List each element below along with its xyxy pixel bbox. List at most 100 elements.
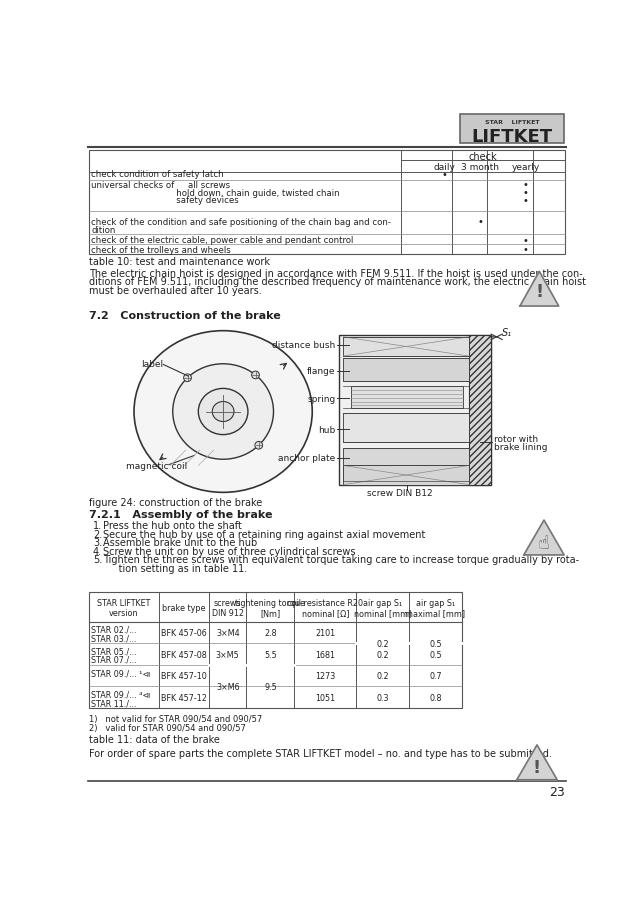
Polygon shape	[520, 272, 559, 307]
Text: rotor with: rotor with	[494, 435, 538, 444]
Text: STAR LIFTKET: STAR LIFTKET	[97, 598, 151, 607]
Text: •: •	[523, 244, 528, 254]
Text: 4.: 4.	[93, 547, 102, 557]
Text: STAR    LIFTKET: STAR LIFTKET	[485, 120, 539, 124]
Text: BFK 457-10: BFK 457-10	[161, 671, 207, 680]
Ellipse shape	[212, 402, 234, 422]
Text: DIN 912: DIN 912	[212, 608, 244, 617]
Text: Tighten the three screws with equivalent torque taking care to increase torque g: Tighten the three screws with equivalent…	[103, 555, 579, 565]
Text: version: version	[109, 608, 138, 617]
Text: nominal [Ω]: nominal [Ω]	[302, 608, 349, 617]
Text: BFK 457-12: BFK 457-12	[161, 693, 207, 702]
Ellipse shape	[173, 364, 274, 460]
Text: 1681: 1681	[315, 649, 336, 658]
Text: 3 month: 3 month	[461, 163, 500, 172]
Text: •: •	[477, 217, 484, 227]
Text: •: •	[523, 235, 528, 245]
Text: tion setting as in table 11.: tion setting as in table 11.	[103, 563, 248, 573]
Text: daily: daily	[433, 163, 455, 172]
Text: table 11: data of the brake: table 11: data of the brake	[89, 734, 220, 744]
Text: screws: screws	[214, 598, 242, 607]
Text: STAR 09./... ⁴⧏: STAR 09./... ⁴⧏	[91, 690, 151, 699]
Text: BFK 457-06: BFK 457-06	[161, 629, 207, 638]
Text: table 10: test and maintenance work: table 10: test and maintenance work	[89, 257, 270, 267]
Text: figure 24: construction of the brake: figure 24: construction of the brake	[89, 498, 262, 508]
Text: 7.2   Construction of the brake: 7.2 Construction of the brake	[89, 311, 281, 321]
Bar	[343, 358, 469, 382]
Text: 1273: 1273	[315, 671, 336, 680]
Text: maximal [mm]: maximal [mm]	[405, 608, 466, 617]
Text: yearly: yearly	[511, 163, 540, 172]
Text: 0.3: 0.3	[376, 693, 389, 702]
Circle shape	[255, 442, 263, 449]
Text: STAR 09./... ¹⧏: STAR 09./... ¹⧏	[91, 668, 151, 677]
Text: STAR 07./...: STAR 07./...	[91, 655, 137, 664]
Text: anchor plate: anchor plate	[278, 454, 336, 463]
Text: air gap S₁: air gap S₁	[363, 598, 403, 607]
Bar	[469, 336, 491, 485]
Text: 2)   valid for STAR 090/54 and 090/57: 2) valid for STAR 090/54 and 090/57	[89, 723, 246, 732]
Text: check condition of safety latch: check condition of safety latch	[91, 170, 224, 179]
Text: check of the electric cable, power cable and pendant control: check of the electric cable, power cable…	[91, 236, 353, 245]
Text: 0.7: 0.7	[429, 671, 441, 680]
Text: spring: spring	[308, 394, 336, 403]
Text: STAR 03./...: STAR 03./...	[91, 634, 137, 643]
Text: magnetic coil: magnetic coil	[126, 462, 188, 470]
Text: 23: 23	[549, 785, 565, 797]
Text: 9.5: 9.5	[264, 682, 277, 691]
Text: label: label	[142, 360, 163, 369]
Text: air gap S₁: air gap S₁	[416, 598, 455, 607]
Text: brake type: brake type	[162, 603, 205, 612]
Bar	[351, 387, 463, 409]
Text: 2101: 2101	[315, 629, 336, 638]
Text: •: •	[523, 180, 528, 190]
Text: •: •	[523, 188, 528, 198]
Bar	[89, 151, 565, 254]
Text: 3×M5: 3×M5	[216, 649, 240, 658]
Text: 0.2: 0.2	[376, 649, 389, 658]
Text: 2.8: 2.8	[264, 629, 277, 638]
Text: •: •	[523, 196, 528, 206]
Bar	[459, 115, 564, 143]
Text: distance bush: distance bush	[272, 341, 336, 350]
Circle shape	[251, 372, 260, 380]
Text: 0.5: 0.5	[429, 640, 441, 648]
Text: universal checks of     all screws: universal checks of all screws	[91, 180, 230, 189]
Text: 5.: 5.	[93, 555, 102, 565]
Text: !: !	[535, 282, 544, 300]
Text: 3.: 3.	[93, 538, 102, 548]
Text: hold down, chain guide, twisted chain: hold down, chain guide, twisted chain	[91, 189, 340, 198]
Text: 1051: 1051	[315, 693, 336, 702]
Bar	[343, 449, 469, 482]
Text: Secure the hub by use of a retaining ring against axial movement: Secure the hub by use of a retaining rin…	[103, 529, 426, 539]
Text: 1.: 1.	[93, 520, 102, 531]
Circle shape	[184, 374, 191, 382]
Text: •: •	[441, 170, 447, 179]
Text: The electric chain hoist is designed in accordance with FEM 9.511. If the hoist : The electric chain hoist is designed in …	[89, 269, 582, 279]
Text: Press the hub onto the shaft: Press the hub onto the shaft	[103, 520, 242, 531]
Ellipse shape	[134, 331, 312, 492]
Text: 7.2.1   Assembly of the brake: 7.2.1 Assembly of the brake	[89, 510, 272, 520]
Text: BFK 457-08: BFK 457-08	[161, 649, 207, 658]
Text: LIFTKET: LIFTKET	[471, 128, 553, 146]
Bar	[343, 414, 469, 443]
Text: flange: flange	[307, 367, 336, 376]
Text: ditions of FEM 9.511, including the described frequency of maintenance work, the: ditions of FEM 9.511, including the desc…	[89, 277, 586, 287]
Text: dition: dition	[91, 226, 115, 235]
Text: ☝: ☝	[538, 533, 550, 552]
Text: coil resistance R20: coil resistance R20	[288, 598, 364, 607]
Bar	[89, 593, 462, 708]
Bar	[339, 336, 491, 485]
Text: STAR 11./...: STAR 11./...	[91, 698, 137, 707]
Text: must be overhauled after 10 years.: must be overhauled after 10 years.	[89, 286, 262, 296]
Text: 0.2: 0.2	[376, 671, 389, 680]
Bar	[343, 466, 469, 485]
Text: STAR 02./...: STAR 02./...	[91, 625, 137, 634]
Text: !: !	[533, 759, 541, 777]
Text: 2.: 2.	[93, 529, 102, 539]
Text: brake lining: brake lining	[494, 442, 548, 451]
Text: tightening torque: tightening torque	[235, 598, 306, 607]
Text: 0.8: 0.8	[429, 693, 441, 702]
Text: check: check	[469, 152, 498, 161]
Text: 1)   not valid for STAR 090/54 and 090/57: 1) not valid for STAR 090/54 and 090/57	[89, 714, 262, 723]
